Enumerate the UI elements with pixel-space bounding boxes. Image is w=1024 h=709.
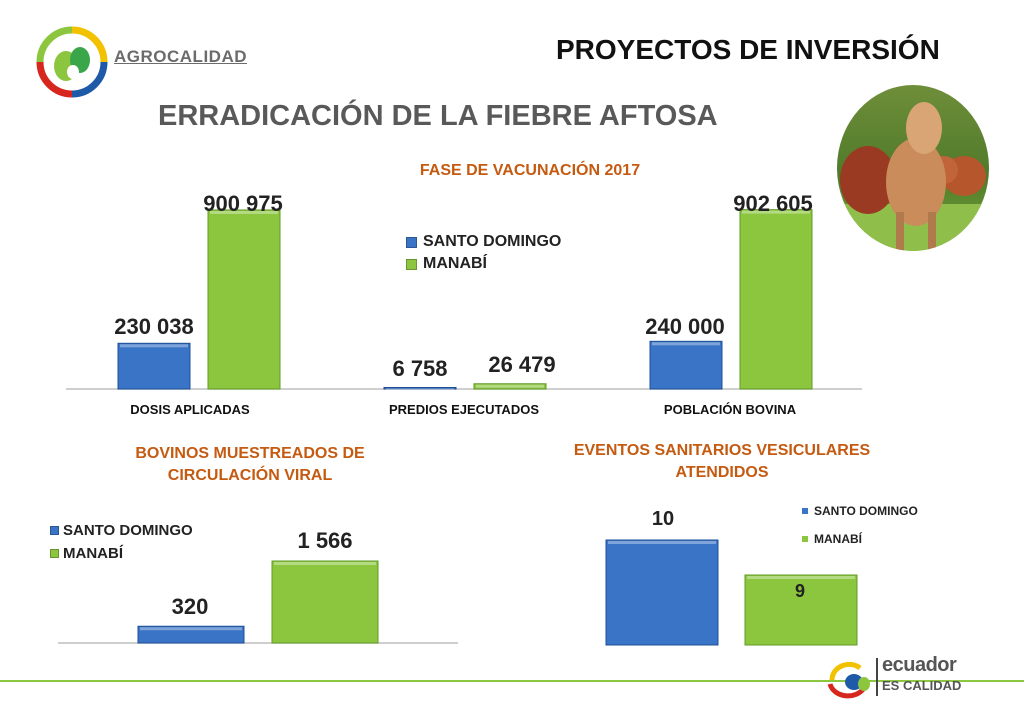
ecuador-logo-separator: [876, 658, 878, 696]
bovine-legend: SANTO DOMINGO MANABÍ: [50, 522, 193, 562]
bar-manabi: [271, 560, 379, 644]
legend-swatch-santo-domingo: [50, 526, 59, 535]
events-legend: SANTO DOMINGO MANABÍ: [802, 504, 918, 546]
bar-santo-domingo-highlight: [120, 344, 188, 348]
bar-manabi-highlight: [210, 210, 278, 214]
data-label: 26 479: [488, 352, 556, 377]
legend-label: SANTO DOMINGO: [814, 504, 918, 518]
data-label: 6 758: [392, 356, 448, 381]
legend-label: MANABÍ: [63, 545, 123, 562]
data-label: 9: [794, 581, 805, 601]
legend-item-santo-domingo: SANTO DOMINGO: [802, 504, 918, 518]
bar-santo-domingo-highlight: [652, 342, 720, 346]
bar-manabi: [739, 209, 813, 390]
bar-santo-domingo-highlight: [140, 627, 242, 631]
bar-santo-domingo-highlight: [608, 541, 716, 544]
bar-manabi: [207, 209, 281, 390]
data-label: 10: [651, 508, 675, 530]
cattle-photo: [836, 84, 990, 252]
bar-santo-domingo: [117, 342, 191, 390]
ecuador-logo-icon: [827, 662, 870, 699]
bar-manabi-highlight: [274, 562, 376, 565]
x-tick-label: POBLACIÓN BOVINA: [663, 402, 797, 417]
legend-swatch-manabi: [802, 536, 808, 542]
legend-item-santo-domingo: SANTO DOMINGO: [406, 233, 561, 251]
bovine-chart-title: BOVINOS MUESTREADOS DE CIRCULACIÓN VIRAL: [135, 445, 365, 484]
legend-swatch-manabi: [406, 258, 417, 270]
vaccination-legend: SANTO DOMINGO MANABÍ: [406, 233, 561, 273]
bar-manabi-highlight: [747, 576, 855, 579]
bar-manabi-highlight: [742, 210, 810, 214]
bar-santo-domingo: [383, 387, 457, 390]
x-tick-label: DOSIS APLICADAS: [130, 402, 250, 417]
agrocalidad-logo-icon: [36, 26, 108, 98]
ecuador-logo-line1: ecuador: [882, 654, 957, 676]
data-label: 902 605: [733, 191, 813, 216]
events-chart-title: EVENTOS SANITARIOS VESICULARES ATENDIDOS: [573, 442, 871, 481]
legend-swatch-santo-domingo: [406, 236, 417, 248]
bar-manabi: [744, 574, 858, 646]
bar-manabi: [473, 383, 547, 390]
legend-item-manabi: MANABÍ: [406, 255, 561, 273]
data-label: 240 000: [645, 314, 725, 339]
footer-divider: [0, 680, 1024, 682]
bar-santo-domingo-highlight: [386, 388, 454, 390]
legend-item-manabi: MANABÍ: [802, 532, 918, 546]
data-label: 230 038: [114, 314, 194, 339]
legend-label: SANTO DOMINGO: [423, 233, 562, 250]
x-tick-label: PREDIOS EJECUTADOS: [388, 402, 539, 417]
legend-swatch-santo-domingo: [802, 508, 808, 514]
legend-item-santo-domingo: SANTO DOMINGO: [50, 522, 193, 539]
legend-swatch-manabi: [50, 549, 59, 558]
legend-item-manabi: MANABÍ: [50, 545, 193, 562]
vaccination-chart-title: FASE DE VACUNACIÓN 2017: [419, 162, 641, 179]
data-label: 320: [171, 594, 209, 619]
ecuador-logo: ecuador ES CALIDAD: [824, 654, 994, 704]
bar-santo-domingo: [649, 340, 723, 390]
legend-label: SANTO DOMINGO: [63, 522, 193, 539]
header-title: PROYECTOS DE INVERSIÓN: [556, 34, 940, 65]
legend-label: MANABÍ: [814, 532, 862, 546]
data-label: 900 975: [203, 191, 283, 216]
main-title: ERRADICACIÓN DE LA FIEBRE AFTOSA: [158, 100, 718, 132]
agrocalidad-logo: [36, 26, 108, 98]
bar-santo-domingo: [605, 539, 719, 646]
ecuador-logo-line2: ES CALIDAD: [882, 678, 962, 693]
bar-santo-domingo: [137, 625, 245, 644]
logo-text: AGROCALIDAD: [114, 47, 247, 66]
legend-label: MANABÍ: [423, 255, 487, 272]
data-label: 1 566: [297, 528, 353, 553]
bar-manabi-highlight: [476, 384, 544, 388]
